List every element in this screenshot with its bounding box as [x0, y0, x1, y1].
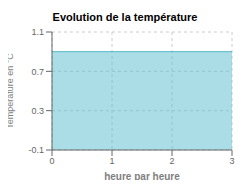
svg-text:3: 3	[229, 156, 234, 166]
svg-text:0: 0	[49, 156, 54, 166]
svg-text:heure par heure: heure par heure	[104, 171, 180, 180]
svg-text:1: 1	[109, 156, 114, 166]
svg-text:1.1: 1.1	[31, 27, 44, 37]
svg-text:-0.1: -0.1	[28, 145, 44, 155]
svg-text:0.3: 0.3	[31, 106, 44, 116]
svg-text:0.7: 0.7	[31, 67, 44, 77]
svg-text:2: 2	[169, 156, 174, 166]
svg-text:Température en °C: Température en °C	[8, 53, 15, 129]
html-text:Evolution de la température: Evolution de la température	[52, 11, 198, 23]
